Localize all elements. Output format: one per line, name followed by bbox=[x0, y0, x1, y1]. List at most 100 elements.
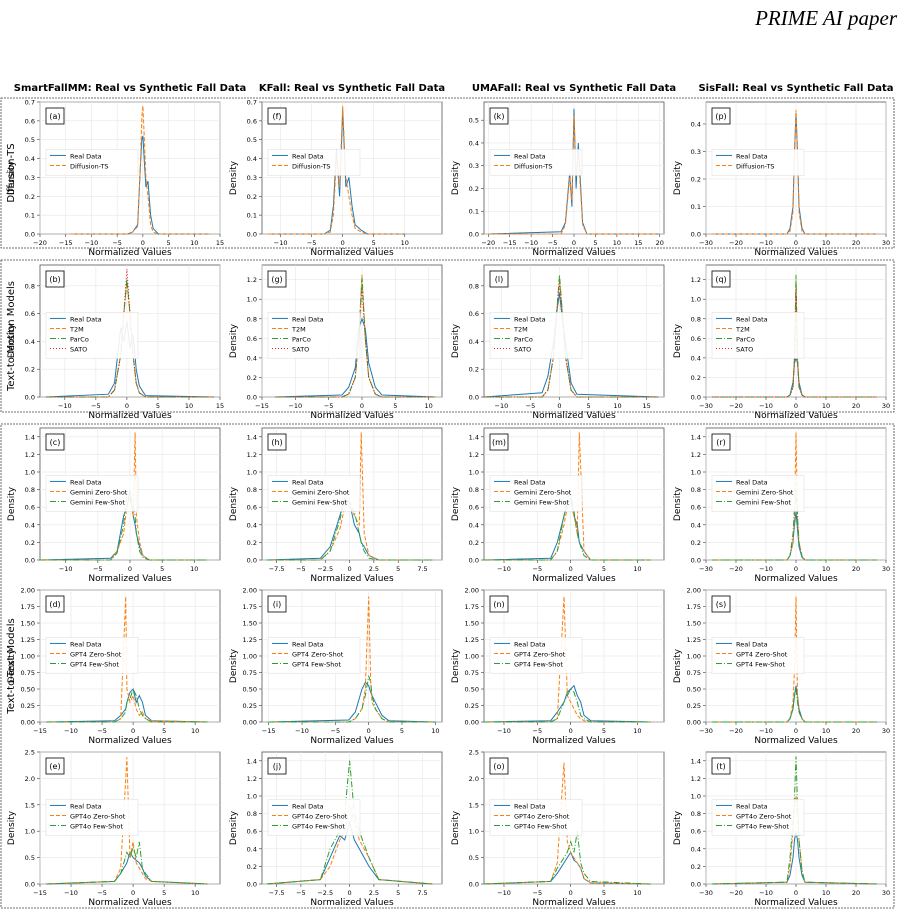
x-tick-label: −5 bbox=[533, 565, 543, 573]
legend-label: Gemini Zero-Shot bbox=[292, 488, 350, 496]
legend-box bbox=[267, 149, 361, 176]
y-tick-label: 0.4 bbox=[25, 521, 35, 529]
panel-tag-box bbox=[45, 107, 65, 125]
y-tick-label: 0.50 bbox=[243, 686, 257, 694]
y-tick-label: 2.00 bbox=[243, 587, 257, 595]
y-tick-label: 1.0 bbox=[247, 296, 257, 304]
y-tick-label: 1.2 bbox=[247, 775, 257, 783]
panel-tag: (j) bbox=[273, 762, 281, 771]
series-line bbox=[488, 115, 660, 235]
y-tick-label: 0.5 bbox=[247, 136, 257, 144]
y-tick-label: 0.75 bbox=[687, 669, 701, 677]
legend-box bbox=[45, 312, 139, 359]
x-axis-label: Normalized Values bbox=[88, 574, 172, 584]
chart-panel: 0.0 0.1 0.2 0.3 0.4 −30 −20 −10 0 10 20 30 Normalize… bbox=[673, 101, 890, 258]
x-tick-label: 20 bbox=[852, 239, 860, 247]
x-tick-label: 10 bbox=[613, 402, 621, 410]
legend-label: T2M bbox=[513, 325, 528, 333]
y-tick-label: 1.25 bbox=[21, 636, 35, 644]
x-tick-label: −2.5 bbox=[317, 889, 333, 897]
legend-box bbox=[267, 312, 361, 359]
y-tick-label: 0.0 bbox=[247, 881, 257, 889]
x-tick-label: 15 bbox=[634, 239, 642, 247]
y-axis-label: Density bbox=[7, 648, 17, 683]
y-tick-label: 0.1 bbox=[25, 212, 35, 220]
series-line bbox=[46, 596, 208, 723]
x-tick-label: −5 bbox=[324, 402, 334, 410]
x-tick-label: −30 bbox=[699, 402, 713, 410]
y-tick-label: 0.75 bbox=[243, 669, 257, 677]
y-tick-label: 1.4 bbox=[25, 433, 35, 441]
x-axis-label: Normalized Values bbox=[88, 411, 172, 421]
y-tick-label: 1.2 bbox=[691, 775, 701, 783]
series-line bbox=[266, 497, 433, 561]
x-tick-label: 5 bbox=[593, 239, 597, 247]
chart-panel: 0.00 0.25 0.50 0.75 1.00 1.25 1.50 1.75 2.00 −15 −… bbox=[7, 587, 221, 746]
panel-tag: (o) bbox=[493, 762, 504, 771]
y-tick-label: 0.8 bbox=[247, 486, 257, 494]
x-axis-label: Normalized Values bbox=[754, 736, 838, 746]
chart-panel: 0.00 0.25 0.50 0.75 1.00 1.25 1.50 1.75 2.00 −15 −… bbox=[229, 587, 443, 746]
legend-label: GPT4 Zero-Shot bbox=[70, 650, 122, 658]
series-line bbox=[712, 274, 877, 398]
x-tick-label: −20 bbox=[729, 727, 743, 735]
x-tick-label: −20 bbox=[729, 239, 743, 247]
x-tick-label: −5 bbox=[112, 239, 122, 247]
legend-label: Real Data bbox=[736, 478, 768, 486]
series-line bbox=[712, 110, 877, 235]
x-tick-label: −10 bbox=[759, 402, 773, 410]
x-tick-label: 10 bbox=[190, 565, 198, 573]
x-tick-label: −10 bbox=[59, 565, 73, 573]
legend-label: GPT4 Zero-Shot bbox=[514, 650, 566, 658]
y-tick-label: 0.0 bbox=[25, 394, 35, 402]
row-group-label: Diffusion-TS bbox=[6, 143, 17, 202]
panel-tag-box bbox=[489, 757, 509, 775]
x-tick-label: 0 bbox=[557, 402, 561, 410]
x-tick-label: −30 bbox=[699, 239, 713, 247]
x-tick-label: 7.5 bbox=[417, 565, 427, 573]
legend-label: GPT4 Zero-Shot bbox=[736, 650, 788, 658]
panel-tag-box bbox=[267, 757, 287, 775]
x-tick-label: 10 bbox=[191, 889, 199, 897]
y-tick-label: 0.50 bbox=[687, 686, 701, 694]
panel-tag: (l) bbox=[495, 275, 503, 284]
x-tick-label: −2.5 bbox=[317, 565, 333, 573]
legend-box bbox=[489, 312, 583, 359]
x-tick-label: −10 bbox=[288, 402, 302, 410]
x-tick-label: 5 bbox=[372, 239, 376, 247]
legend-label: GPT4 Zero-Shot bbox=[292, 650, 344, 658]
y-tick-label: 0.6 bbox=[469, 310, 479, 318]
x-tick-label: 5 bbox=[602, 565, 606, 573]
chart-panel: 0.0 0.5 1.0 1.5 2.0 2.5 −15 −10 −5 0 5 10 Normalized… bbox=[7, 749, 221, 908]
x-tick-label: 30 bbox=[882, 889, 890, 897]
x-tick-label: −7.5 bbox=[269, 889, 285, 897]
panel-tag-box bbox=[711, 757, 731, 775]
legend-label: SATO bbox=[292, 345, 309, 353]
x-tick-label: 20 bbox=[852, 402, 860, 410]
x-tick-label: 10 bbox=[191, 727, 199, 735]
y-tick-label: 0.50 bbox=[465, 686, 479, 694]
x-tick-label: 0 bbox=[794, 402, 798, 410]
y-tick-label: 0.4 bbox=[691, 845, 701, 853]
panel-tag-box bbox=[489, 107, 509, 125]
series-line bbox=[483, 831, 651, 885]
legend-label: Diffusion-TS bbox=[70, 162, 109, 170]
legend-label: GPT4o Few-Shot bbox=[292, 822, 345, 830]
x-tick-label: −15 bbox=[503, 239, 517, 247]
panel-tag: (t) bbox=[716, 762, 725, 771]
y-tick-label: 1.75 bbox=[243, 603, 257, 611]
panel-tag-box bbox=[267, 433, 287, 451]
x-tick-label: −5 bbox=[97, 727, 107, 735]
x-axis-label: Normalized Values bbox=[310, 574, 394, 584]
x-tick-label: −20 bbox=[33, 239, 47, 247]
y-axis-label: Density bbox=[673, 323, 683, 358]
x-tick-label: −5 bbox=[533, 727, 543, 735]
y-tick-label: 0.8 bbox=[691, 810, 701, 818]
x-axis-label: Normalized Values bbox=[532, 574, 616, 584]
y-tick-label: 0.6 bbox=[247, 335, 257, 343]
y-tick-label: 0.00 bbox=[21, 719, 35, 727]
x-tick-label: 5 bbox=[602, 889, 606, 897]
y-tick-label: 0.7 bbox=[247, 99, 257, 107]
chart-panel: 0.0 0.2 0.4 0.6 0.8 1.0 1.2 −15 −10 −5 0 5 10 Normali… bbox=[229, 264, 443, 421]
